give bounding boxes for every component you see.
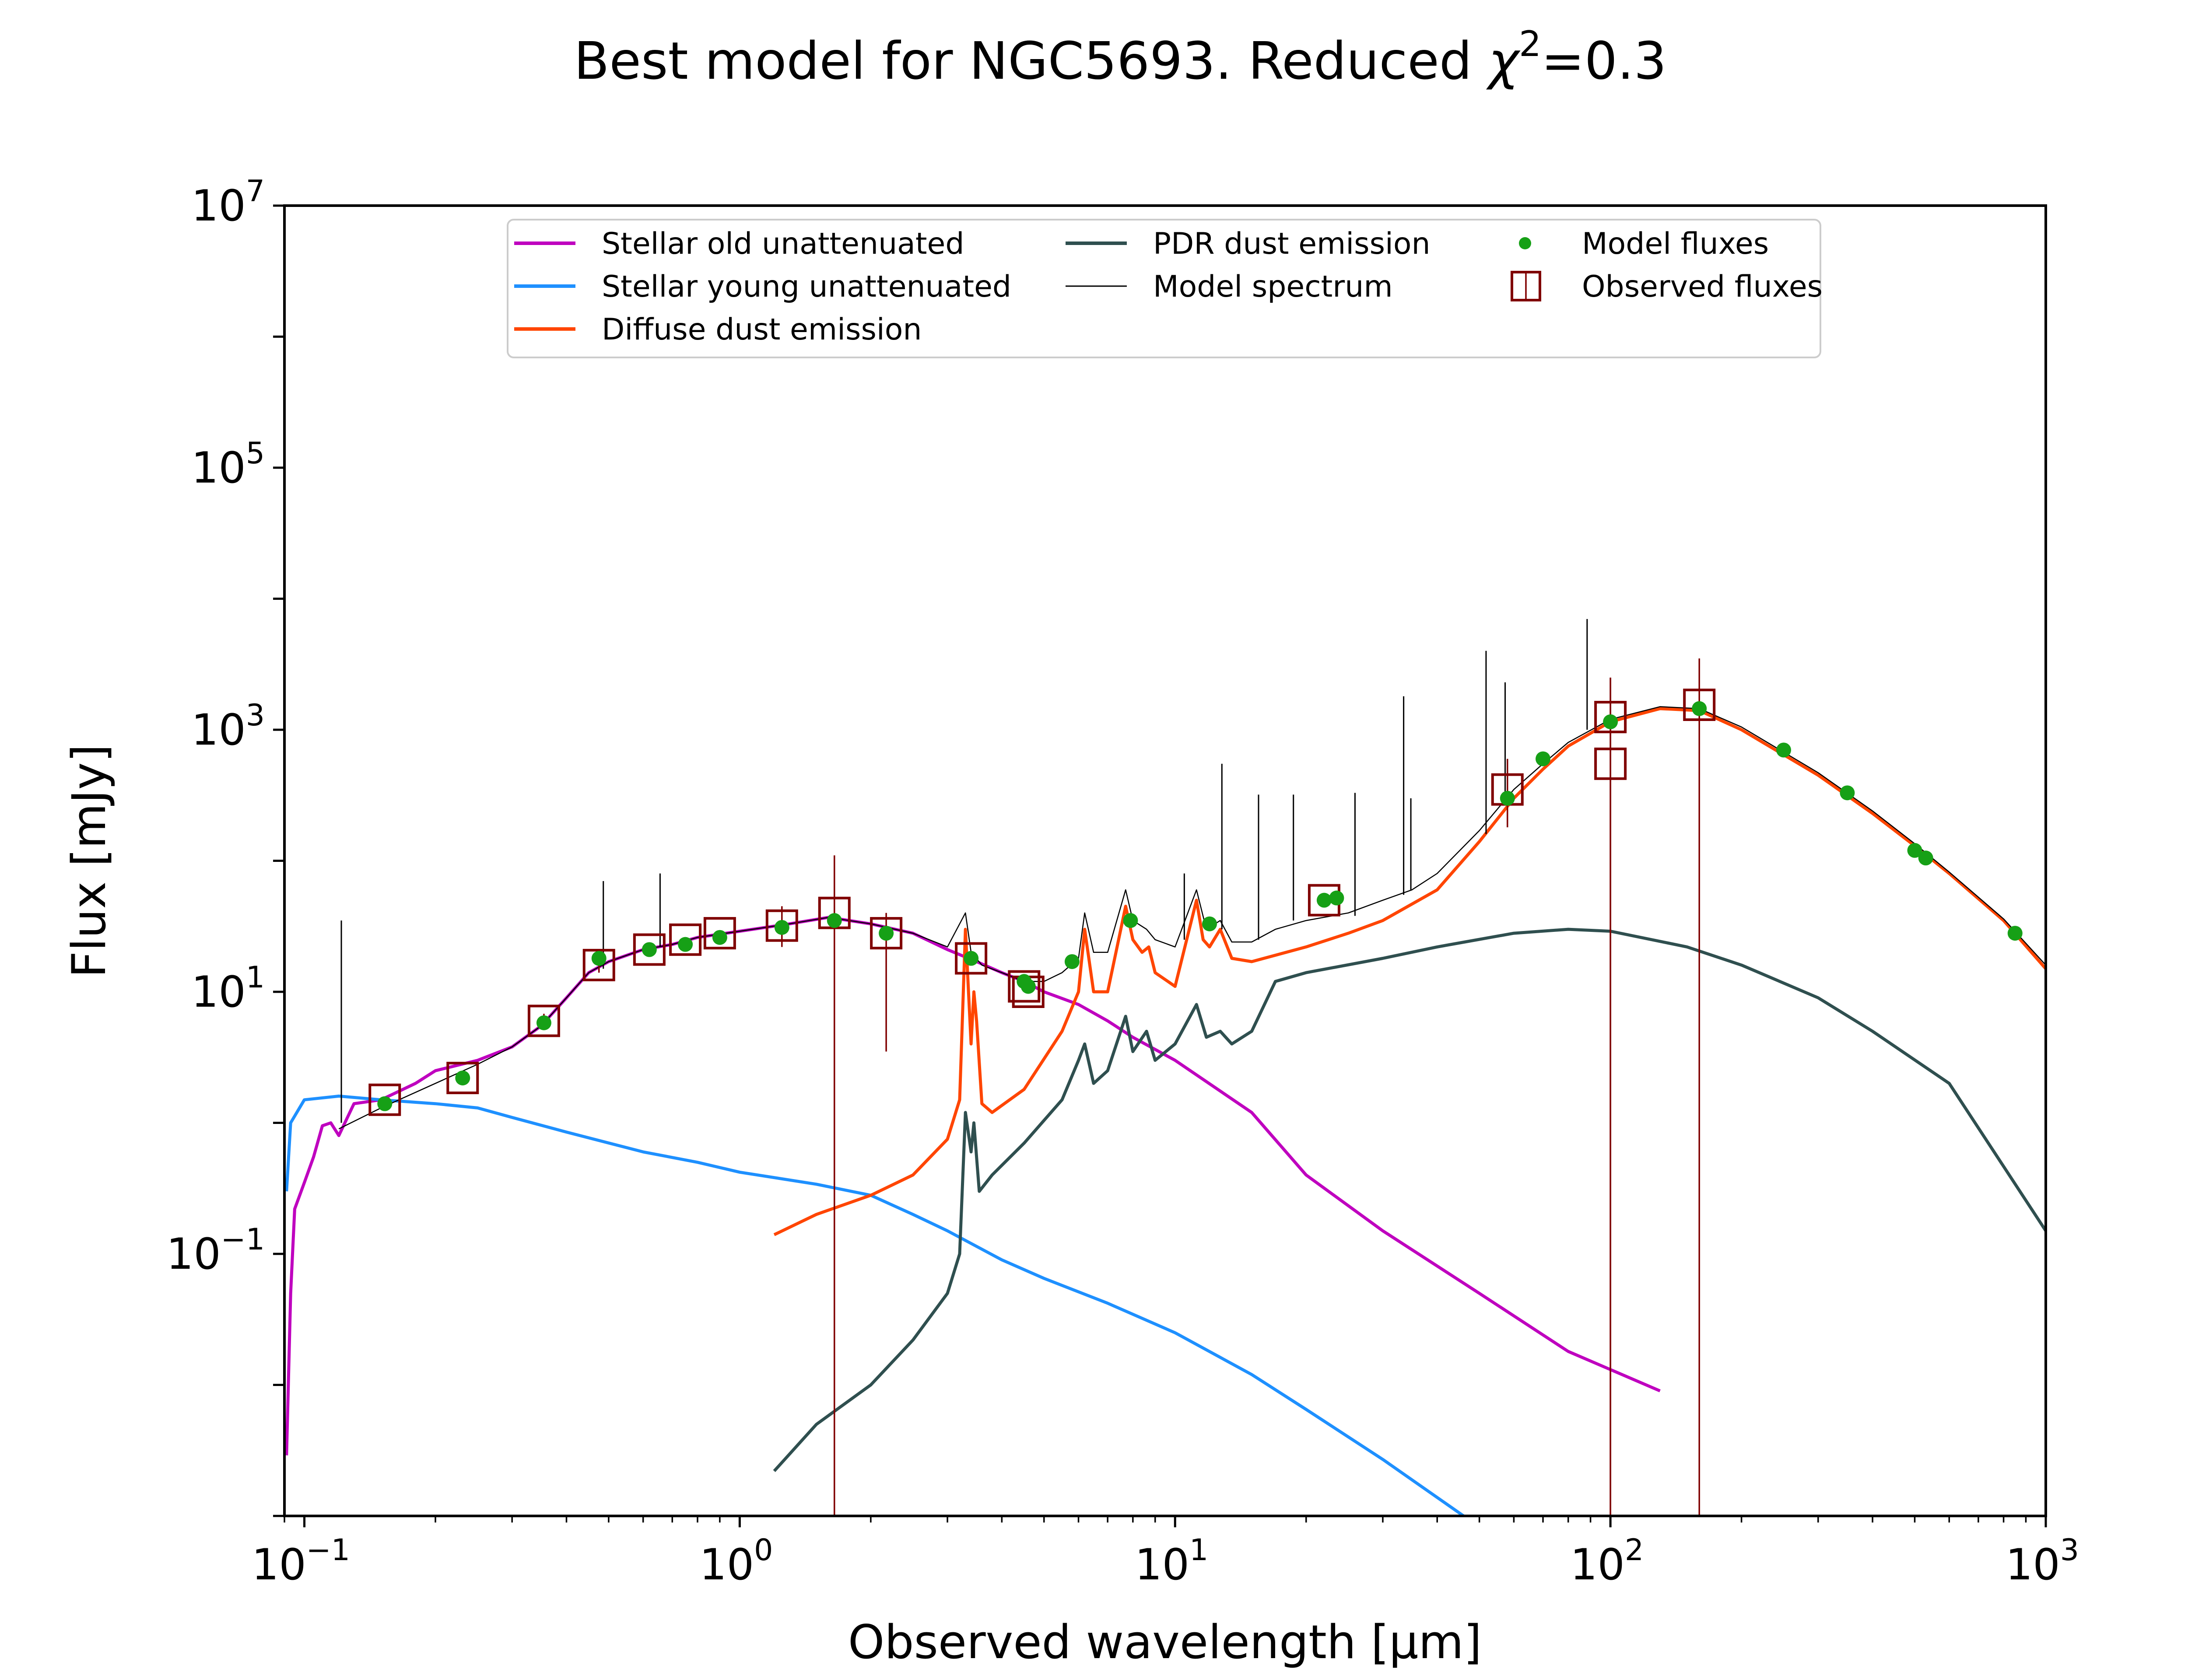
series-diffuse-dust-emission [773,707,2046,1236]
y-tick-label: 101 [191,960,265,1017]
legend-item-observed-fluxes: Observed fluxes [1511,270,1823,304]
legend-item-stellar-young-unattenuated: Stellar young unattenuated [514,270,1011,304]
model-flux-point [1202,916,1217,931]
model-flux-point [1776,742,1792,758]
model-flux-point [774,920,789,935]
x-axis-label: Observed wavelength [μm] [848,1615,1482,1669]
axis-ticks: 10−1 100 101 102 103 10−1 101 103 105 107 [166,174,2079,1590]
legend: Stellar old unattenuated Stellar young un… [507,219,1823,358]
legend-item-model-fluxes: Model fluxes [1519,227,1769,261]
model-flux-point [591,951,607,966]
model-flux-point [1918,850,1933,866]
legend-item-stellar-old-unattenuated: Stellar old unattenuated [514,227,964,261]
series-model-spectrum [338,706,2046,1130]
series-stellar-young-unattenuated [285,1094,1465,1516]
observed-flux-point [703,917,736,950]
y-tick-label: 105 [191,436,265,493]
observed-flux-markers [368,688,1716,1116]
legend-label: PDR dust emission [1153,227,1431,261]
legend-item-diffuse-dust-emission: Diffuse dust emission [514,312,922,347]
legend-swatch [1519,237,1531,249]
model-flux-point [879,926,894,941]
x-tick-label: 10−1 [252,1533,350,1590]
legend-label: Observed fluxes [1582,270,1823,304]
model-flux-point [712,930,727,945]
model-flux-point [1064,954,1080,969]
observed-flux-point [669,923,702,956]
legend-label: Model fluxes [1582,227,1769,261]
model-flux-point [1020,979,1036,994]
x-tick-label: 103 [2006,1533,2079,1590]
model-flux-point [642,942,657,957]
observed-flux-point [527,1004,560,1037]
y-tick-label: 107 [191,174,265,231]
observed-flux-point [955,942,988,975]
observed-flux-point [633,933,666,966]
model-flux-point [377,1096,393,1111]
model-flux-point [678,937,693,952]
observed-flux-point [765,909,798,942]
model-flux-point [1316,892,1332,908]
observed-flux-point [1008,970,1041,1003]
model-flux-point [455,1070,470,1085]
y-axis-label: Flux [mJy] [62,744,116,978]
observed-flux-point [368,1083,401,1116]
model-flux-point [536,1015,551,1030]
model-flux-point [1329,890,1344,906]
chart-title: Best model for NGC5693. Reduced χ2=0.3 [574,24,1666,91]
model-flux-point [1840,785,1855,801]
x-tick-label: 102 [1570,1533,1644,1590]
observed-flux-point [446,1061,479,1094]
model-flux-point [2007,926,2023,941]
legend-label: Diffuse dust emission [602,312,922,347]
legend-label: Stellar old unattenuated [602,227,964,261]
y-tick-label: 103 [191,698,265,755]
observed-flux-point [1683,688,1716,721]
legend-label: Model spectrum [1153,270,1393,304]
plot-frame [283,204,2047,1517]
legend-item-model-spectrum: Model spectrum [1066,270,1393,304]
legend-item-pdr-dust-emission: PDR dust emission [1066,227,1431,261]
model-flux-point [1907,843,1922,858]
x-tick-label: 101 [1135,1533,1208,1590]
model-flux-point [1536,751,1551,766]
model-flux-point [1692,701,1707,716]
observed-flux-point [1594,747,1627,780]
x-tick-label: 100 [699,1533,773,1590]
model-flux-point [1123,913,1138,928]
y-tick-label: 10−1 [166,1222,265,1279]
model-flux-point [1603,714,1618,729]
model-flux-markers [377,701,2023,1111]
series-layer [285,619,2046,1516]
observed-flux-point [870,917,903,950]
observed-flux-point [582,948,615,981]
legend-box [507,219,1821,358]
legend-label: Stellar young unattenuated [602,270,1011,304]
model-flux-point [964,951,979,966]
series-pdr-dust-emission [773,928,2046,1472]
model-flux-point [1500,791,1515,806]
observed-flux-point [1594,700,1627,733]
model-flux-point [827,913,842,928]
